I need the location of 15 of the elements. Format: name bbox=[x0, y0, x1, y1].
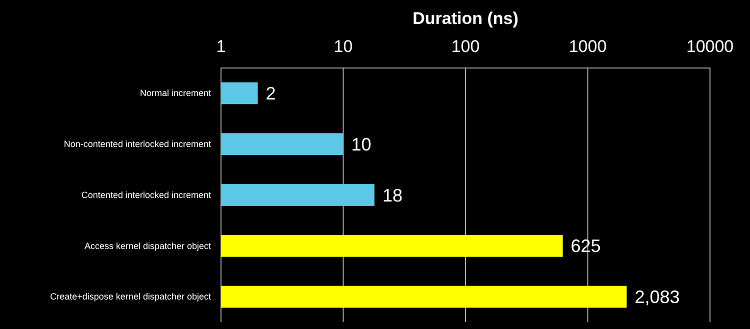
x-axis-title: Duration (ns) bbox=[412, 9, 518, 28]
x-tick-label: 10 bbox=[334, 37, 353, 56]
data-label: 18 bbox=[382, 185, 402, 206]
y-tick-label: Create+dispose kernel dispatcher object bbox=[50, 292, 212, 302]
data-label: 10 bbox=[351, 134, 372, 154]
x-tick-label: 100 bbox=[451, 37, 480, 56]
data-label: 2,083 bbox=[634, 287, 680, 308]
x-tick-label: 1000 bbox=[568, 37, 607, 56]
x-tick-label: 1 bbox=[216, 37, 226, 56]
y-tick-label: Access kernel dispatcher object bbox=[84, 240, 212, 251]
data-label: 2 bbox=[266, 83, 276, 104]
y-tick-label: Normal increment bbox=[140, 88, 212, 98]
x-tick-label: 10000 bbox=[686, 37, 734, 56]
y-tick-label: Contented interlocked increment bbox=[81, 190, 212, 200]
y-tick-label: Non-contented interlocked increment bbox=[64, 138, 212, 149]
